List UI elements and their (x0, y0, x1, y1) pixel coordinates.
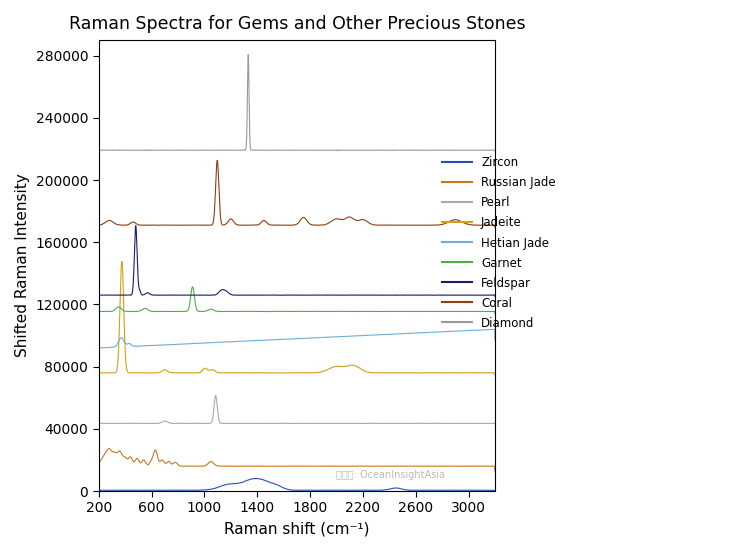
Pearl (272, 420, 281, 426)
Feldspar (188, 292, 197, 299)
Pearl (188, 420, 197, 426)
X-axis label: Raman shift (cm⁻¹): Raman shift (cm⁻¹) (224, 521, 369, 536)
Feldspar (131, 223, 140, 229)
Diamond (488, 147, 496, 153)
Jadeite (488, 370, 496, 376)
Zircon (188, 487, 197, 494)
Text: 微信号: OceanInsightAsia: 微信号: OceanInsightAsia (337, 469, 445, 479)
Russian Jade (244, 463, 253, 469)
Jadeite (191, 370, 199, 376)
Line: Garnet: Garnet (99, 287, 495, 314)
Garnet (94, 311, 103, 317)
Diamond (244, 51, 253, 58)
Pearl (488, 420, 496, 426)
Jadeite (188, 370, 197, 376)
Line: Feldspar: Feldspar (99, 226, 495, 296)
Line: Zircon: Zircon (99, 478, 495, 490)
Feldspar (191, 292, 199, 299)
Garnet (488, 308, 496, 315)
Diamond (491, 148, 499, 154)
Zircon (244, 477, 253, 483)
Title: Raman Spectra for Gems and Other Precious Stones: Raman Spectra for Gems and Other Preciou… (69, 15, 525, 33)
Diamond (191, 147, 199, 154)
Line: Hetian Jade: Hetian Jade (99, 329, 495, 351)
Y-axis label: Shifted Raman Intensity: Shifted Raman Intensity (15, 174, 30, 358)
Coral (213, 157, 222, 164)
Coral (272, 222, 281, 229)
Coral (488, 222, 496, 229)
Zircon (94, 487, 103, 494)
Hetian Jade (272, 336, 280, 343)
Feldspar (491, 293, 499, 300)
Coral (186, 222, 195, 229)
Diamond (272, 147, 281, 154)
Feldspar (488, 292, 496, 299)
Pearl (186, 420, 195, 426)
Russian Jade (272, 463, 281, 469)
Zircon (186, 487, 195, 494)
Jadeite (244, 370, 253, 376)
Russian Jade (186, 463, 195, 469)
Pearl (191, 420, 199, 426)
Russian Jade (488, 463, 496, 469)
Feldspar (94, 293, 103, 300)
Zircon (488, 487, 496, 494)
Diamond (186, 147, 195, 154)
Zircon (253, 475, 261, 482)
Russian Jade (491, 469, 499, 476)
Jadeite (491, 371, 499, 378)
Russian Jade (94, 467, 103, 474)
Zircon (191, 487, 199, 494)
Line: Pearl: Pearl (99, 396, 495, 424)
Coral (491, 224, 499, 230)
Hetian Jade (191, 340, 199, 347)
Diamond (188, 147, 197, 154)
Feldspar (244, 292, 253, 299)
Diamond (94, 148, 103, 154)
Hetian Jade (490, 326, 499, 333)
Line: Russian Jade: Russian Jade (99, 449, 495, 472)
Hetian Jade (186, 341, 195, 347)
Pearl (94, 421, 103, 428)
Hetian Jade (94, 348, 103, 354)
Russian Jade (191, 463, 199, 469)
Jadeite (94, 372, 103, 379)
Pearl (244, 420, 253, 426)
Garnet (272, 308, 281, 315)
Pearl (491, 421, 499, 428)
Hetian Jade (488, 326, 496, 333)
Coral (94, 224, 103, 231)
Pearl (211, 392, 220, 399)
Coral (188, 222, 197, 228)
Coral (191, 222, 199, 228)
Legend: Zircon, Russian Jade, Pearl, Jadeite, Hetian Jade, Garnet, Feldspar, Coral, Diam: Zircon, Russian Jade, Pearl, Jadeite, He… (437, 152, 561, 334)
Zircon (272, 481, 281, 488)
Jadeite (186, 370, 195, 376)
Garnet (191, 298, 199, 304)
Zircon (491, 487, 499, 494)
Hetian Jade (491, 337, 499, 343)
Garnet (186, 293, 195, 299)
Coral (244, 222, 253, 229)
Hetian Jade (244, 338, 253, 344)
Diamond (244, 53, 253, 60)
Feldspar (186, 292, 195, 299)
Garnet (188, 284, 197, 290)
Garnet (188, 284, 197, 290)
Garnet (491, 310, 499, 317)
Line: Diamond: Diamond (99, 55, 495, 151)
Garnet (244, 308, 253, 315)
Jadeite (118, 258, 126, 265)
Feldspar (272, 292, 281, 299)
Russian Jade (188, 463, 197, 469)
Jadeite (272, 370, 281, 376)
Line: Coral: Coral (99, 160, 495, 228)
Hetian Jade (188, 341, 197, 347)
Russian Jade (105, 445, 114, 452)
Line: Jadeite: Jadeite (99, 262, 495, 375)
